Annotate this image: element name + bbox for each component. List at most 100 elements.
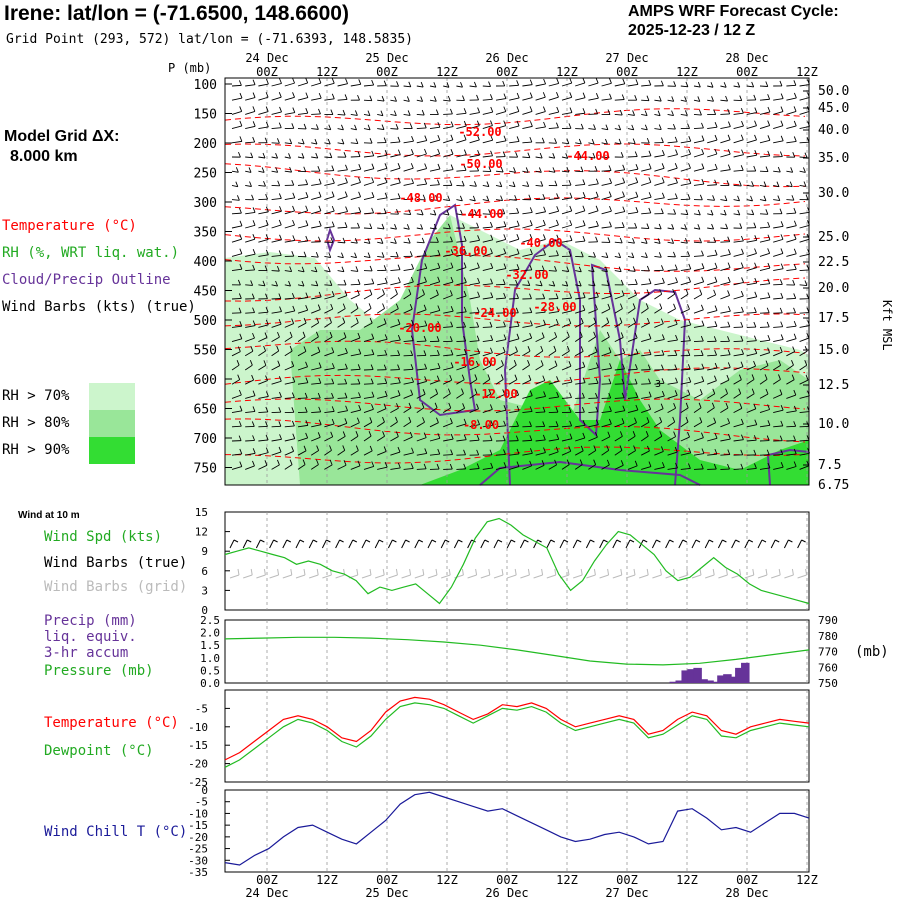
top-hour-label: 12Z (676, 65, 698, 79)
wind-barb (324, 459, 333, 470)
wind-barb (773, 80, 783, 87)
wind-barb (575, 220, 586, 229)
wind-barb (522, 234, 533, 243)
wind-barb (231, 195, 240, 201)
wind-barb (271, 459, 280, 470)
wind-barb (337, 152, 347, 158)
wind-barb (561, 446, 572, 456)
wind-barb (786, 320, 797, 328)
wind-barb (508, 346, 518, 357)
wind-barb (614, 138, 622, 145)
wind-barb (535, 421, 546, 428)
wind-barb (548, 391, 560, 399)
wind-barb (456, 418, 467, 428)
wind-barb (509, 207, 520, 215)
wind-barb (443, 164, 454, 172)
wind-barb (297, 123, 307, 130)
wind-barb (324, 252, 332, 258)
wind-barb (284, 361, 295, 371)
wind-barb (759, 360, 769, 371)
wind-barb (284, 123, 295, 130)
wind-barb (258, 219, 269, 229)
wind-barb (786, 264, 797, 272)
wind-barb (720, 306, 731, 314)
wind-barb (416, 363, 428, 371)
precip-frame (224, 619, 810, 684)
wind-barb (588, 165, 598, 172)
wind-barb (416, 194, 426, 201)
wind-barb (627, 124, 635, 131)
wind-barb (442, 388, 451, 399)
grid-wind-barb (520, 568, 530, 579)
wind-barb (641, 192, 652, 201)
wind-barb (363, 431, 372, 442)
wind-barb (258, 307, 269, 314)
wind-barb (693, 376, 705, 385)
wind-barb (377, 163, 388, 172)
grid-wind-barb (625, 568, 636, 579)
wind-barb (390, 446, 401, 456)
temperature-contour (224, 228, 806, 242)
wind-barb (363, 177, 375, 186)
wind-barb (482, 120, 493, 130)
wind-barb (575, 192, 586, 201)
kft-tick-label: 6.75 (818, 478, 849, 493)
wind-barb (588, 266, 595, 273)
wind-barb (614, 222, 625, 229)
wind-barb (733, 335, 744, 343)
wind-barb (271, 318, 282, 328)
grid-wind-barb (744, 568, 755, 579)
wind-barb (416, 263, 428, 272)
precip-tick-label: 1.5 (200, 639, 220, 652)
wind-barb (667, 251, 676, 258)
wind-barb (641, 404, 652, 414)
wind-barb (311, 92, 322, 101)
wind-barb (350, 79, 362, 87)
wind-barb (403, 431, 413, 442)
wind-barb (654, 124, 662, 130)
wind-barb (746, 374, 755, 385)
true-wind-barb (691, 539, 701, 549)
wind-barb (667, 238, 675, 244)
pressure-tick-label: 750 (818, 677, 838, 690)
wind-barb (403, 224, 410, 230)
wind-barb (759, 334, 771, 343)
true-wind-barb (744, 539, 754, 549)
wind-barb (720, 433, 731, 442)
wind-barb (535, 434, 546, 442)
wind-barb (509, 293, 519, 300)
wind-barb (363, 150, 375, 158)
cloud-outline-1 (410, 203, 477, 417)
wind-barb (231, 360, 240, 371)
wind-barb (495, 208, 506, 215)
label-mb-unit: (mb) (855, 644, 889, 660)
wind-barb (522, 332, 533, 343)
precip-tick-label: 0.5 (200, 664, 220, 677)
wind-barb (614, 177, 626, 186)
wind-barb (588, 252, 596, 258)
wind-barb (680, 335, 691, 343)
wind-barb (614, 206, 626, 215)
bottom-hour-label: 00Z (256, 873, 278, 887)
wind-barb (456, 149, 467, 158)
true-wind-barb (519, 539, 529, 549)
wind-barb (707, 249, 718, 257)
wind-barb (707, 223, 714, 230)
wind-barb (548, 446, 559, 456)
wind-barb (350, 348, 362, 357)
true-wind-barb (361, 539, 371, 549)
wind-barb (667, 149, 678, 158)
wind-barb (429, 362, 441, 371)
wind-barb (773, 106, 784, 115)
wind-barb (693, 289, 703, 300)
wind-barb (350, 289, 360, 300)
wind-barb (416, 276, 427, 286)
grid-wind-barb (282, 568, 293, 579)
wind-barb (469, 449, 480, 456)
wind-barb (522, 249, 533, 257)
wind-barb (773, 263, 784, 272)
wind-barb (575, 205, 586, 215)
precip-bars (669, 662, 750, 683)
true-wind-barb (717, 539, 727, 549)
wind-barb (773, 93, 784, 101)
